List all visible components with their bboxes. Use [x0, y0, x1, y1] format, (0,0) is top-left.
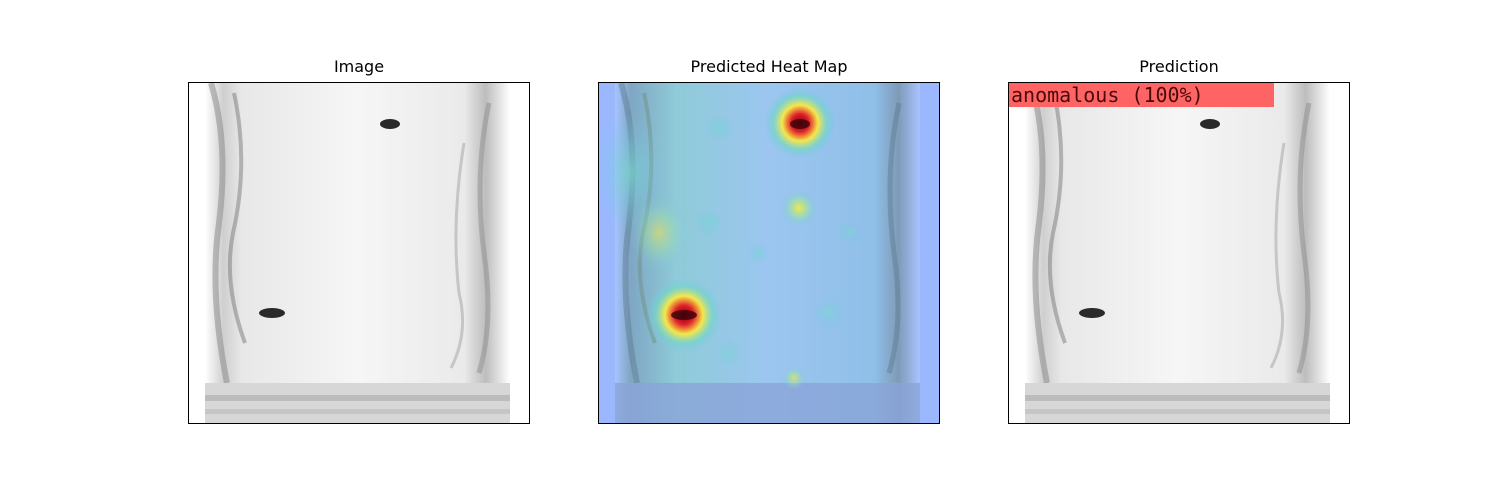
heatmap-frame: [598, 82, 940, 424]
heatmap-image: [599, 83, 939, 423]
prediction-frame: anomalous (100%): [1008, 82, 1350, 424]
bottle-image: [189, 83, 529, 423]
defect-mark: [380, 119, 400, 129]
panel-image: Image: [188, 0, 530, 500]
prediction-image: [1009, 83, 1349, 423]
panel-title-prediction: Prediction: [1139, 57, 1219, 76]
panel-heatmap: Predicted Heat Map: [598, 0, 940, 500]
defect-mark: [1079, 308, 1105, 318]
panel-title-heatmap: Predicted Heat Map: [690, 57, 848, 76]
defect-mark: [259, 308, 285, 318]
panel-prediction: Prediction: [1008, 0, 1350, 500]
image-frame: [188, 82, 530, 424]
panel-title-image: Image: [333, 57, 385, 76]
defect-mark: [1200, 119, 1220, 129]
prediction-label: anomalous (100%): [1009, 83, 1274, 107]
